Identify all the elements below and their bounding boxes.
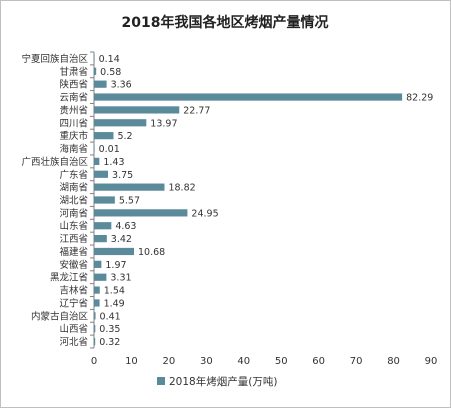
category-label: 湖南省	[59, 182, 88, 194]
category-label: 内蒙古自治区	[31, 310, 89, 322]
data-label: 1.97	[105, 260, 126, 271]
x-tick-label: 90	[425, 356, 438, 367]
data-label: 1.43	[103, 157, 124, 168]
chart-title: 2018年我国各地区烤烟产量情况	[122, 14, 329, 31]
data-label: 24.95	[191, 208, 218, 219]
data-label: 18.82	[168, 183, 195, 194]
data-label: 10.68	[138, 247, 165, 258]
bar	[94, 299, 100, 307]
bar	[94, 312, 96, 320]
data-label: 3.31	[110, 273, 131, 284]
bar	[94, 157, 100, 165]
data-label: 0.32	[99, 337, 120, 348]
data-label: 4.63	[115, 221, 136, 232]
category-label: 陕西省	[59, 79, 88, 91]
bar	[94, 325, 96, 333]
data-label: 0.14	[99, 54, 120, 65]
bar	[94, 337, 96, 346]
bar	[94, 235, 107, 243]
category-label: 海南省	[59, 143, 88, 155]
category-label: 辽宁省	[59, 297, 88, 309]
x-tick-label: 20	[163, 356, 176, 367]
category-label: 吉林省	[59, 285, 88, 297]
data-label: 1.49	[104, 298, 125, 309]
category-label: 四川省	[59, 117, 88, 129]
category-label: 黑龙江省	[50, 272, 88, 284]
category-label: 福建省	[59, 246, 88, 258]
data-label: 3.36	[111, 80, 132, 91]
data-label: 22.77	[183, 105, 210, 116]
data-label: 0.35	[99, 324, 120, 335]
plot-area: 宁夏回族自治区 0.14 甘肃省 0.58 陕西省 3.36 云南省 82.29 贵州省 22.7…	[21, 51, 438, 367]
category-label: 河北省	[59, 336, 88, 348]
bar	[94, 119, 147, 127]
bar	[94, 80, 107, 88]
x-tick-label: 50	[275, 356, 288, 367]
bar	[94, 222, 112, 230]
category-label: 贵州省	[59, 104, 88, 116]
bar	[94, 273, 107, 281]
bar	[94, 196, 115, 204]
data-label: 0.41	[100, 311, 121, 322]
x-tick-label: 40	[237, 356, 250, 367]
bar	[94, 132, 114, 140]
bar	[94, 260, 102, 268]
x-tick-label: 80	[387, 356, 400, 367]
x-tick-label: 60	[312, 356, 325, 367]
category-label: 宁夏回族自治区	[21, 53, 88, 65]
legend: 2018年烤烟产量(万吨)	[157, 375, 277, 388]
x-tick-label: 70	[350, 356, 363, 367]
data-label: 3.42	[111, 234, 132, 245]
data-label: 0.58	[100, 67, 121, 78]
bar	[94, 54, 95, 63]
category-label: 山西省	[59, 323, 88, 335]
x-tick-label: 10	[125, 356, 138, 367]
bar	[94, 183, 165, 191]
category-label: 广西壮族自治区	[21, 156, 88, 168]
category-label: 重庆市	[59, 130, 88, 142]
bar	[94, 144, 95, 153]
x-tick-label: 0	[91, 356, 97, 367]
data-label: 5.2	[117, 131, 132, 142]
legend-swatch	[157, 377, 165, 385]
bar	[94, 67, 97, 75]
category-label: 山东省	[59, 220, 88, 232]
data-label: 3.75	[112, 170, 133, 181]
data-label: 1.54	[104, 286, 125, 297]
data-label: 5.57	[119, 196, 140, 207]
category-label: 湖北省	[59, 195, 88, 207]
bar	[94, 93, 403, 101]
legend-label: 2018年烤烟产量(万吨)	[169, 375, 277, 388]
data-label: 13.97	[150, 118, 177, 129]
category-label: 甘肃省	[59, 66, 88, 78]
category-label: 安徽省	[59, 259, 88, 271]
bar	[94, 170, 109, 178]
bar	[94, 209, 188, 217]
category-label: 广东省	[59, 169, 88, 181]
x-tick-label: 30	[200, 356, 213, 367]
bar	[94, 106, 180, 114]
data-label: 0.01	[99, 144, 120, 155]
bar	[94, 247, 134, 256]
data-label: 82.29	[406, 93, 433, 104]
bar	[94, 286, 100, 294]
category-label: 江西省	[59, 233, 88, 245]
category-label: 云南省	[59, 92, 88, 104]
category-label: 河南省	[59, 207, 88, 219]
